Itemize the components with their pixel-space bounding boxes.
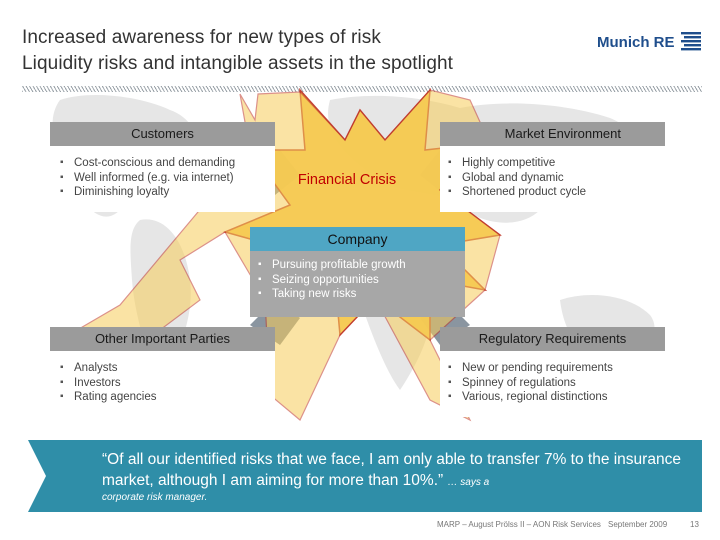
- list-item: New or pending requirements: [448, 361, 665, 376]
- list-item: Cost-conscious and demanding: [60, 156, 275, 171]
- regulatory-header: Regulatory Requirements: [440, 327, 665, 351]
- list-item: Highly competitive: [448, 156, 665, 171]
- list-item: Shortened product cycle: [448, 185, 665, 200]
- quote-says: … says a: [447, 477, 490, 488]
- quote-text: “Of all our identified risks that we fac…: [102, 451, 681, 489]
- quote-text-block: “Of all our identified risks that we fac…: [102, 449, 692, 493]
- regulatory-list: New or pending requirements Spinney of r…: [440, 351, 665, 405]
- market-list: Highly competitive Global and dynamic Sh…: [440, 146, 665, 200]
- logo-mark-icon: [680, 32, 701, 51]
- market-body: Highly competitive Global and dynamic Sh…: [440, 146, 665, 212]
- footer-page-number: 13: [690, 520, 699, 529]
- other-body: Analysts Investors Rating agencies: [50, 351, 275, 417]
- customers-body: Cost-conscious and demanding Well inform…: [50, 146, 275, 212]
- company-body: Pursuing profitable growth Seizing oppor…: [250, 251, 465, 317]
- customers-list: Cost-conscious and demanding Well inform…: [50, 146, 275, 200]
- footer-date: September 2009: [608, 520, 668, 529]
- logo-text: Munich RE: [597, 33, 675, 51]
- title-line-2: Liquidity risks and intangible assets in…: [22, 53, 454, 74]
- title-divider: [22, 86, 702, 92]
- list-item: Various, regional distinctions: [448, 390, 665, 405]
- list-item: Well informed (e.g. via internet): [60, 171, 275, 186]
- company-list: Pursuing profitable growth Seizing oppor…: [250, 251, 465, 302]
- list-item: Diminishing loyalty: [60, 185, 275, 200]
- list-item: Taking new risks: [258, 287, 465, 302]
- list-item: Seizing opportunities: [258, 273, 465, 288]
- quote-banner: “Of all our identified risks that we fac…: [22, 440, 702, 512]
- list-item: Analysts: [60, 361, 275, 376]
- customers-header: Customers: [50, 122, 275, 146]
- list-item: Rating agencies: [60, 390, 275, 405]
- financial-crisis-label: Financial Crisis: [297, 172, 397, 188]
- quote-arrow-icon: [22, 440, 46, 512]
- footer-source: MARP – August Prölss II – AON Risk Servi…: [437, 520, 601, 529]
- other-header: Other Important Parties: [50, 327, 275, 351]
- other-list: Analysts Investors Rating agencies: [50, 351, 275, 405]
- list-item: Pursuing profitable growth: [258, 258, 465, 273]
- market-header: Market Environment: [504, 126, 621, 141]
- list-item: Global and dynamic: [448, 171, 665, 186]
- list-item: Spinney of regulations: [448, 376, 665, 391]
- regulatory-body: New or pending requirements Spinney of r…: [440, 351, 665, 417]
- title-line-1: Increased awareness for new types of ris…: [22, 27, 381, 48]
- munich-re-logo: Munich RE: [597, 30, 703, 54]
- list-item: Investors: [60, 376, 275, 391]
- company-header: Company: [250, 227, 465, 251]
- quote-attribution: corporate risk manager.: [102, 492, 208, 503]
- market-header-wrap: Market Environment: [440, 122, 665, 146]
